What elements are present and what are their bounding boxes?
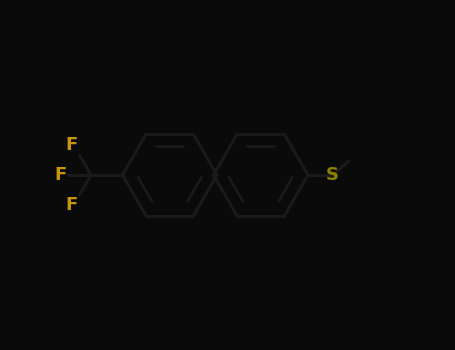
Text: S: S <box>326 166 339 184</box>
Text: F: F <box>54 166 66 184</box>
Text: F: F <box>66 135 78 154</box>
Text: F: F <box>66 196 78 215</box>
